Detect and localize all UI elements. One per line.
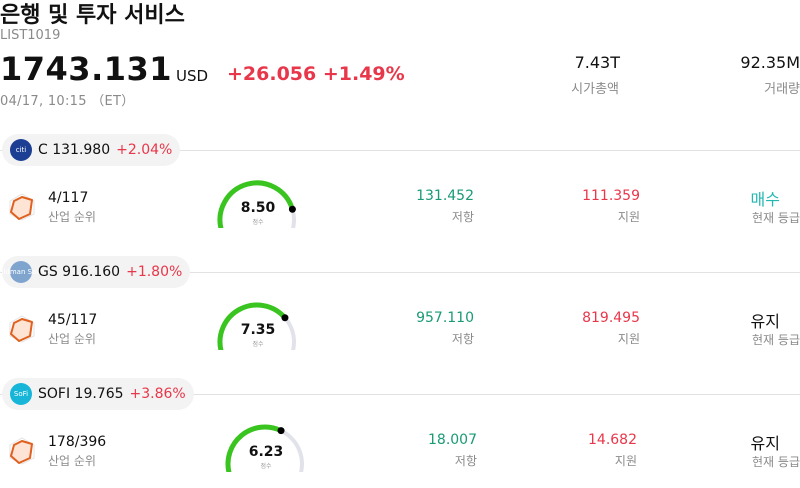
volume-label: 거래량 [764, 82, 800, 97]
section-divider [0, 150, 800, 151]
support-label: 지원 [614, 454, 637, 468]
score-value: 8.50 [240, 200, 276, 216]
ticker-change-pct: +2.04% [116, 142, 173, 158]
support-value: 14.682 [588, 432, 637, 448]
ticker-price: C 131.980 [38, 142, 111, 158]
support-label: 지원 [617, 210, 640, 224]
industry-radar-icon [7, 192, 37, 226]
citi-logo-icon: citi [10, 139, 32, 161]
industry-rank-label: 산업 순위 [48, 332, 96, 346]
rating-signal-label: 현재 등급 [752, 333, 800, 347]
score-gauge [215, 300, 299, 354]
timestamp: 04/17, 10:15 （ET） [0, 94, 135, 109]
rating-signal[interactable]: 유지 [750, 312, 780, 331]
industry-rank-label: 산업 순위 [48, 210, 96, 224]
score-value: 7.35 [240, 322, 276, 338]
market-cap-value: 7.43T [574, 53, 620, 72]
index-code: LIST1019 [0, 28, 61, 43]
currency-label: USD [176, 67, 209, 85]
market-cap-label: 시가총액 [571, 82, 619, 97]
resistance-label: 저항 [451, 210, 474, 224]
score-label: 점수 [252, 219, 264, 226]
industry-radar-icon [7, 314, 37, 348]
score-value: 6.23 [248, 444, 284, 460]
price-change: +26.056 +1.49% [227, 63, 405, 85]
stock-chip[interactable]: citi C 131.980 +2.04% [2, 134, 181, 166]
section-divider [0, 272, 800, 273]
support-label: 지원 [617, 332, 640, 346]
resistance-value: 957.110 [416, 310, 474, 326]
industry-rank-label: 산업 순위 [48, 454, 96, 468]
resistance-value: 18.007 [428, 432, 477, 448]
support-value: 819.495 [582, 310, 640, 326]
index-price: 1743.131 [0, 50, 173, 88]
score-gauge [215, 178, 299, 232]
rating-signal-label: 현재 등급 [752, 211, 800, 225]
industry-radar-icon [7, 436, 37, 470]
ticker-change-pct: +3.86% [129, 386, 186, 402]
resistance-value: 131.452 [416, 188, 474, 204]
stock-chip[interactable]: SoFi SOFI 19.765 +3.86% [2, 378, 194, 410]
industry-rank: 178/396 [48, 434, 107, 450]
page-title: 은행 및 투자 서비스 [0, 3, 185, 28]
support-value: 111.359 [582, 188, 640, 204]
ticker-price: SOFI 19.765 [38, 386, 124, 402]
industry-rank: 4/117 [48, 190, 89, 206]
industry-rank: 45/117 [48, 312, 98, 328]
score-label: 점수 [260, 463, 272, 470]
rating-signal[interactable]: 매수 [750, 190, 780, 209]
stock-chip[interactable]: Goldman Sachs GS 916.160 +1.80% [0, 256, 191, 288]
resistance-label: 저항 [454, 454, 477, 468]
ticker-change-pct: +1.80% [126, 264, 183, 280]
section-divider [0, 394, 800, 395]
volume-value: 92.35M [740, 53, 800, 72]
score-gauge [223, 422, 307, 476]
score-label: 점수 [252, 341, 264, 348]
rating-signal[interactable]: 유지 [750, 434, 780, 453]
rating-signal-label: 현재 등급 [752, 455, 800, 469]
resistance-label: 저항 [451, 332, 474, 346]
sofi-logo-icon: SoFi [10, 383, 32, 405]
ticker-price: GS 916.160 [38, 264, 121, 280]
goldman-sachs-logo-icon: Goldman Sachs [0, 261, 48, 283]
